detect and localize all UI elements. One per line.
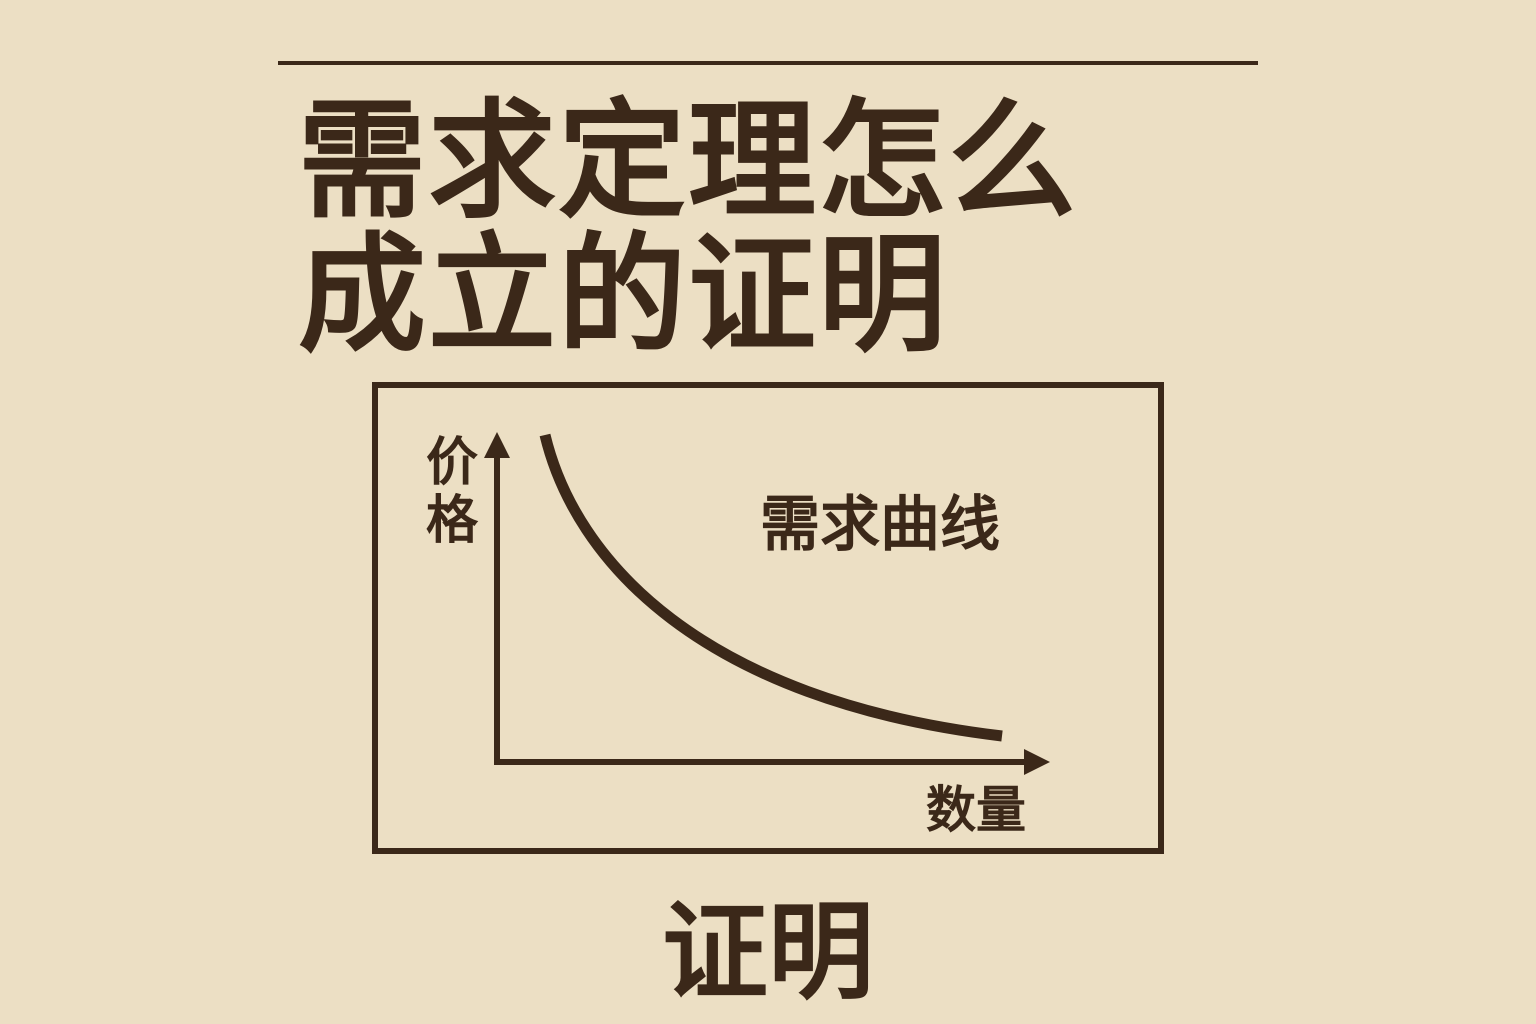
y-axis-arrow-icon [484,432,510,458]
x-axis-label: 数量 [926,781,1026,839]
footer-caption: 证明 [662,891,874,1014]
y-axis-label: 价格 [425,433,478,551]
x-axis-arrow-icon [1024,749,1050,775]
top-rule [278,61,1258,65]
diagram-frame [372,382,1164,854]
curve-label: 需求曲线 [760,490,1000,560]
title-line-1: 需求定理怎么 [298,87,1079,236]
demand-curve [539,433,1003,742]
title-line-2: 成立的证明 [298,221,949,370]
